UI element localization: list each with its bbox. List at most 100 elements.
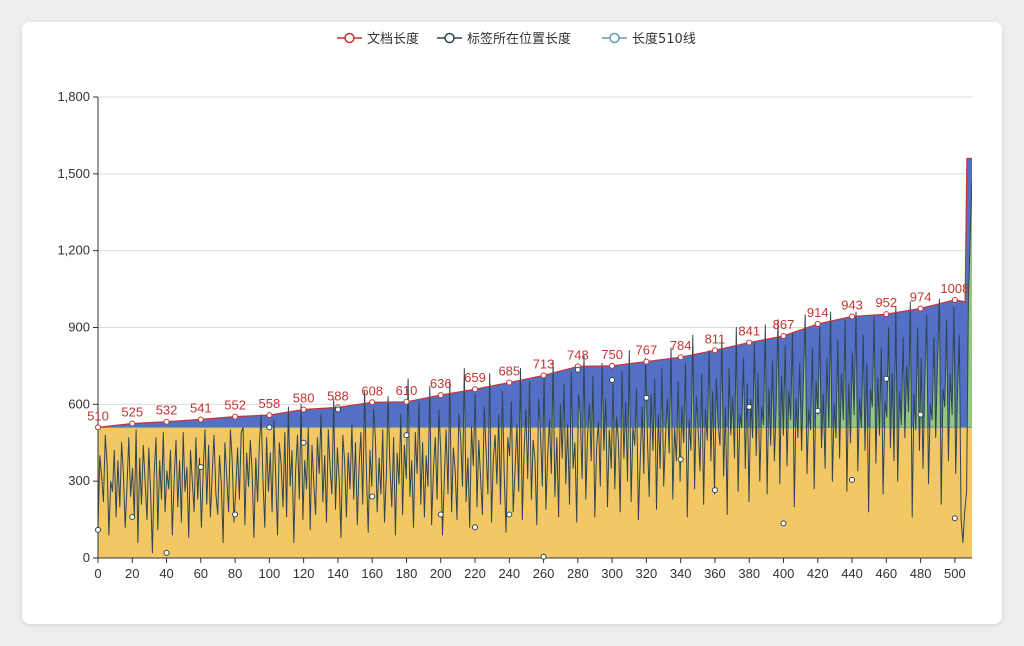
document-length-data-label: 767 [636,343,658,358]
document-length-point [95,424,101,431]
x-tick-label: 380 [738,566,760,581]
document-length-point [814,320,821,327]
document-length-data-label: 914 [807,305,829,320]
position-length-point [609,377,616,384]
chart-card: 文档长度 标签所在位置长度 长度510线 0 300 600 900 1,200 1,500 1… [22,22,1002,624]
document-length-data-label: 974 [910,290,932,305]
document-length-data-label: 811 [705,331,726,346]
y-tick-label: 1,200 [57,243,90,258]
document-length-data-label: 552 [224,398,246,413]
legend[interactable]: 文档长度 标签所在位置长度 长度510线 [337,31,696,47]
x-tick-label: 300 [601,566,623,581]
document-length-data-label: 588 [327,388,349,403]
position-length-point [129,514,136,521]
x-tick-label: 100 [259,566,281,581]
document-length-point [129,420,136,427]
x-tick-label: 500 [944,566,966,581]
axes: 0 300 600 900 1,200 1,500 1,800 0 20 40 60 80 100 120… [57,89,972,581]
x-tick-label: 60 [194,566,208,581]
legend-label: 文档长度 [367,31,419,47]
x-tick-label: 280 [567,566,589,581]
document-length-point [403,398,410,405]
document-length-point [711,347,718,354]
document-length-data-label: 784 [670,338,692,353]
x-tick-label: 120 [293,566,315,581]
document-length-point [266,412,273,419]
position-length-point [163,549,170,556]
document-length-point [506,379,513,386]
document-length-data-label: 943 [841,297,863,312]
document-length-data-label: 510 [87,408,109,423]
chart-canvas: 文档长度 标签所在位置长度 长度510线 03006009001,2001,5001… [57,31,972,581]
document-length-point [197,416,204,423]
document-length-point [163,418,170,425]
x-tick-label: 260 [533,566,555,581]
document-length-data-label: 841 [738,324,760,339]
legend-label: 长度510线 [632,31,696,47]
position-length-point [540,553,547,560]
document-length-point [472,386,479,393]
y-tick-label: 900 [68,320,90,335]
document-length-point [232,413,239,420]
document-length-data-label: 748 [567,347,589,362]
position-length-point [677,456,684,463]
document-length-point [780,332,787,339]
document-length-point [540,372,547,379]
document-length-point [883,311,890,318]
legend-item[interactable]: 文档长度 [337,31,419,47]
position-length-point [780,520,787,527]
document-length-point [369,399,376,406]
document-length-point [849,313,856,320]
legend-item[interactable]: 标签所在位置长度 [437,31,571,47]
x-tick-label: 80 [228,566,242,581]
legend-marker-icon [344,32,355,44]
x-tick-label: 460 [875,566,897,581]
position-length-point [369,493,376,500]
document-length-point [609,362,616,369]
x-tick-label: 0 [94,566,101,581]
document-length-data-label: 1008 [940,281,969,296]
position-length-point [197,464,204,471]
position-length-point [951,515,958,522]
document-length-data-label: 608 [361,383,383,398]
position-length-point [472,524,479,531]
legend-marker-icon [609,32,620,44]
x-tick-label: 320 [636,566,658,581]
x-tick-label: 180 [396,566,418,581]
x-tick-label: 360 [704,566,726,581]
document-length-data-label: 713 [533,356,555,371]
position-length-point [814,407,821,414]
legend-marker-icon [444,32,455,44]
x-tick-label: 420 [807,566,829,581]
document-length-point [746,339,753,346]
legend-label: 标签所在位置长度 [467,31,571,47]
document-length-data-label: 659 [464,370,486,385]
document-length-data-label: 558 [259,396,281,411]
position-length-point [746,403,753,410]
position-length-point [711,487,718,494]
document-length-data-label: 610 [396,383,418,398]
document-length-data-label: 580 [293,390,315,405]
x-tick-label: 40 [159,566,173,581]
legend-item[interactable]: 长度510线 [602,31,696,47]
document-length-data-label: 525 [121,405,143,420]
position-length-point [232,511,239,518]
document-length-data-label: 541 [190,400,212,415]
position-length-point [95,526,101,533]
document-length-point [300,406,307,413]
position-length-point [266,424,273,431]
position-length-point [437,511,444,518]
position-length-point [300,439,307,446]
position-length-point [574,366,581,373]
y-tick-label: 300 [68,473,90,488]
position-length-point [917,411,924,418]
position-length-point [849,476,856,483]
x-tick-label: 440 [841,566,863,581]
x-tick-label: 340 [670,566,692,581]
y-tick-label: 1,500 [57,166,90,181]
x-tick-label: 200 [430,566,452,581]
x-tick-label: 240 [498,566,520,581]
x-tick-label: 160 [361,566,383,581]
document-length-point [643,358,650,365]
x-tick-label: 400 [773,566,795,581]
